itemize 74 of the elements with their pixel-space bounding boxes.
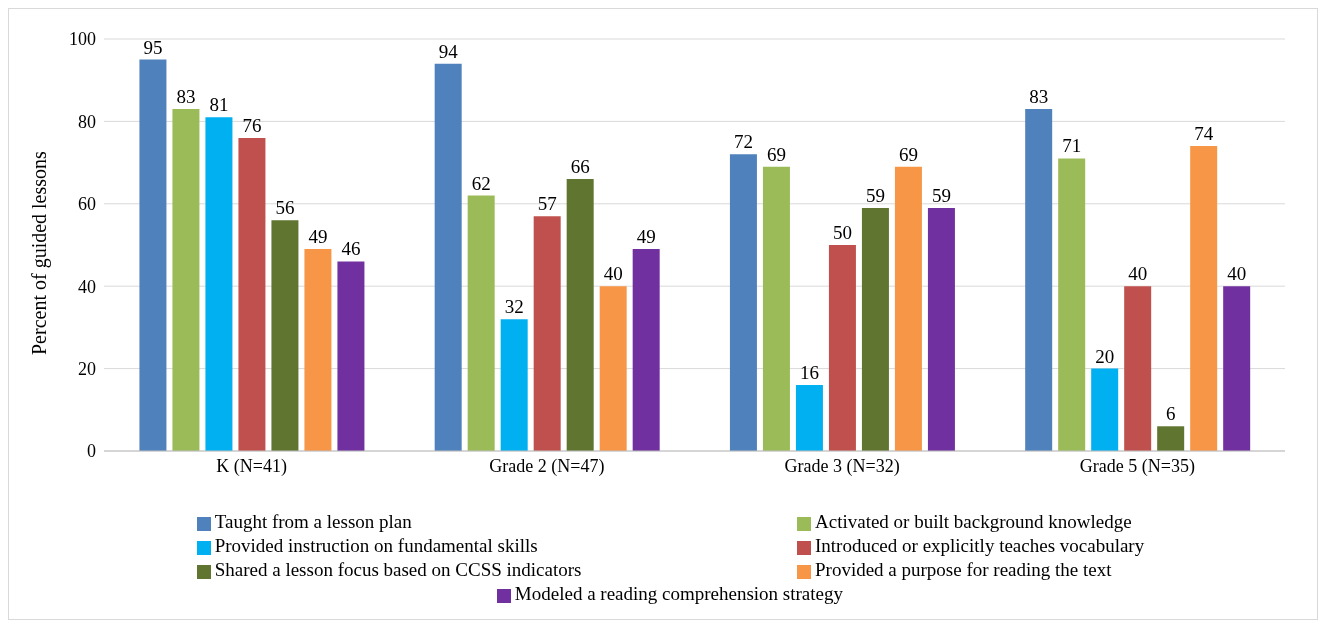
- legend-label: Taught from a lesson plan: [214, 511, 412, 532]
- data-label: 62: [471, 172, 491, 194]
- bar: [1223, 286, 1251, 451]
- y-tick-label: 60: [78, 194, 96, 215]
- data-label: 56: [275, 197, 295, 219]
- bar: [632, 249, 660, 451]
- bar: [1058, 158, 1086, 451]
- data-label: 95: [143, 36, 163, 58]
- legend-label: Modeled a reading comprehension strategy: [514, 583, 844, 604]
- bar: [1124, 286, 1152, 451]
- x-tick-label: Grade 5 (N=35): [1079, 455, 1195, 477]
- data-label: 76: [242, 114, 262, 136]
- data-label: 72: [733, 131, 753, 153]
- data-label: 74: [1194, 123, 1214, 145]
- bar: [1091, 368, 1119, 451]
- legend-label: Provided instruction on fundamental skills: [214, 535, 538, 556]
- data-label: 59: [931, 184, 951, 206]
- bar: [795, 385, 823, 451]
- bar: [238, 137, 266, 451]
- bar: [172, 109, 200, 451]
- bar: [927, 207, 955, 451]
- legend-label: Activated or built background knowledge: [815, 511, 1132, 532]
- y-tick-label: 100: [69, 29, 96, 50]
- bar: [828, 245, 856, 451]
- bar: [500, 319, 528, 451]
- bar: [205, 117, 233, 451]
- legend-label: Introduced or explicitly teaches vocabulary: [815, 535, 1145, 556]
- legend-label: Shared a lesson focus based on CCSS indicators: [214, 559, 582, 580]
- bar: [1190, 146, 1218, 451]
- data-label: 49: [636, 226, 656, 248]
- bar: [762, 166, 790, 451]
- legend-label: Provided a purpose for reading the text: [815, 559, 1112, 580]
- bar: [304, 249, 332, 451]
- bar: [337, 261, 365, 451]
- data-label: 40: [603, 263, 623, 285]
- bar: [566, 179, 594, 451]
- bar: [271, 220, 299, 451]
- y-tick-label: 80: [78, 111, 96, 132]
- bar: [861, 207, 889, 451]
- x-tick-label: Grade 2 (N=47): [489, 455, 605, 477]
- data-label: 40: [1227, 263, 1247, 285]
- data-label: 69: [766, 143, 786, 165]
- data-label: 83: [1029, 86, 1049, 108]
- y-axis-title: Percent of guided lessons: [28, 150, 52, 355]
- y-tick-label: 0: [87, 441, 96, 462]
- data-label: 49: [308, 226, 328, 248]
- data-label: 59: [865, 184, 885, 206]
- data-label: 83: [176, 86, 196, 108]
- x-tick-label: Grade 3 (N=32): [784, 455, 900, 477]
- data-label: 40: [1128, 263, 1148, 285]
- data-label: 50: [832, 222, 852, 243]
- data-label: 81: [209, 94, 229, 116]
- bar: [1157, 426, 1185, 451]
- data-label: 66: [570, 156, 590, 178]
- data-label: 6: [1165, 403, 1176, 425]
- data-label: 69: [898, 143, 918, 165]
- data-label: 32: [504, 296, 524, 318]
- bar: [729, 154, 757, 451]
- data-label: 46: [341, 238, 361, 260]
- bar: [434, 63, 462, 451]
- bar: [139, 59, 167, 451]
- data-label: 20: [1095, 345, 1115, 367]
- data-label: 57: [537, 193, 557, 215]
- y-tick-label: 40: [78, 276, 96, 297]
- data-label: 16: [799, 362, 819, 384]
- bar: [894, 166, 922, 451]
- x-tick-label: K (N=41): [216, 455, 287, 477]
- bar: [599, 286, 627, 451]
- bar: [533, 216, 561, 451]
- bar: [467, 195, 495, 451]
- data-label: 71: [1062, 135, 1082, 157]
- data-label: 94: [438, 40, 459, 62]
- bar: [1025, 109, 1053, 451]
- y-tick-label: 20: [78, 358, 96, 379]
